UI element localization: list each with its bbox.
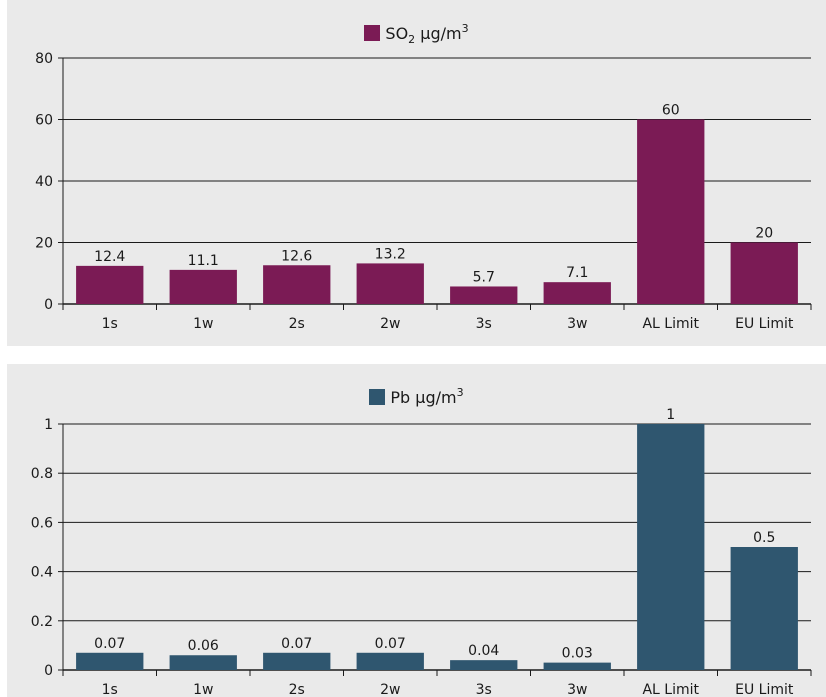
pb-category-label: AL Limit [642, 682, 699, 697]
pb-category-label: 3s [476, 682, 492, 697]
pb-bar-2s [263, 652, 331, 670]
pb-legend-swatch [369, 389, 386, 405]
pb-value-label: 0.04 [468, 643, 499, 659]
so2-category-label: 3s [476, 316, 492, 332]
so2-value-label: 12.6 [281, 248, 312, 264]
so2-bar-chart: 0 20 40 60 80 12.4 1s 11.1 1w 12.6 2s 13.2 2w 5.7 3s 7.… [35, 51, 812, 332]
so2-category-label: EU Limit [735, 316, 794, 332]
pb-chart-panel: Pb µg/m3 0 0.2 0.4 0.6 0.8 1 0.07 1s 0.06 1w 0.07 2… [7, 364, 826, 697]
pb-value-label: 0.07 [94, 636, 125, 652]
pb-bar-chart: 0 0.2 0.4 0.6 0.8 1 0.07 1s 0.06 1w 0.07 2s 0.07 2w 0.… [31, 407, 812, 697]
pb-y-tick-label: 0.4 [31, 565, 53, 581]
so2-value-label: 60 [662, 103, 680, 119]
pb-value-label: 0.03 [562, 646, 593, 662]
so2-bar-eu-limit [730, 242, 798, 304]
so2-chart-panel: SO2 µg/m3 0 20 40 60 80 12.4 1s 11.1 1w 12.6 2s 13.… [7, 0, 826, 346]
so2-y-tick-label: 0 [44, 297, 53, 313]
pb-bar-3w [543, 662, 611, 670]
so2-category-label: 1w [193, 316, 213, 332]
pb-legend-prefix: Pb [390, 388, 411, 407]
so2-category-label: 2w [380, 316, 400, 332]
so2-category-label: 1s [102, 316, 118, 332]
so2-category-label: 3w [567, 316, 587, 332]
pb-value-label: 0.06 [188, 638, 219, 654]
pb-y-tick-label: 1 [44, 417, 53, 433]
pb-bar-3s [450, 660, 518, 670]
pb-legend: Pb µg/m3 [7, 386, 826, 408]
pb-y-tick-label: 0.8 [31, 466, 53, 482]
pb-category-label: 1s [102, 682, 118, 697]
pb-legend-unit: µg/m [410, 388, 457, 407]
so2-bar-2s [263, 265, 331, 304]
pb-category-label: 1w [193, 682, 213, 697]
pb-value-label: 0.07 [375, 636, 406, 652]
so2-legend-prefix: SO [385, 24, 409, 43]
pb-category-label: 2w [380, 682, 400, 697]
pb-y-tick-label: 0.2 [31, 614, 53, 630]
so2-y-tick-label: 60 [35, 113, 53, 129]
so2-y-tick-label: 20 [35, 236, 53, 252]
so2-category-label: 2s [289, 316, 305, 332]
so2-bar-3s [450, 286, 518, 304]
pb-bar-2w [356, 652, 424, 670]
pb-category-label: 2s [289, 682, 305, 697]
pb-y-tick-label: 0 [44, 663, 53, 679]
so2-value-label: 11.1 [188, 253, 219, 269]
pb-y-tick-label: 0.6 [31, 515, 53, 531]
pb-category-label: 3w [567, 682, 587, 697]
pb-bar-1s [76, 652, 144, 670]
so2-value-label: 12.4 [94, 249, 125, 265]
pb-category-label: EU Limit [735, 682, 794, 697]
pb-legend-superscript: 3 [456, 386, 464, 399]
so2-legend-unit: µg/m [415, 24, 462, 43]
so2-legend-superscript: 3 [461, 22, 469, 35]
so2-value-label: 5.7 [473, 269, 495, 285]
so2-bar-2w [356, 263, 424, 304]
pb-bar-1w [169, 655, 237, 670]
so2-bar-al-limit [637, 119, 705, 304]
so2-value-label: 20 [755, 226, 773, 242]
so2-legend: SO2 µg/m3 [7, 22, 826, 46]
pb-value-label: 0.5 [753, 530, 775, 546]
so2-legend-subscript: 2 [408, 33, 416, 46]
so2-y-tick-label: 80 [35, 51, 53, 67]
so2-y-tick-label: 40 [35, 174, 53, 190]
so2-value-label: 7.1 [566, 265, 588, 281]
so2-bar-1w [169, 269, 237, 304]
pb-bar-eu-limit [730, 547, 798, 670]
so2-legend-swatch [364, 25, 381, 41]
so2-bar-3w [543, 282, 611, 304]
pb-bar-al-limit [637, 424, 705, 670]
so2-bar-1s [76, 265, 144, 304]
pb-value-label: 1 [666, 407, 675, 423]
pb-value-label: 0.07 [281, 636, 312, 652]
so2-category-label: AL Limit [642, 316, 699, 332]
so2-value-label: 13.2 [375, 246, 406, 262]
